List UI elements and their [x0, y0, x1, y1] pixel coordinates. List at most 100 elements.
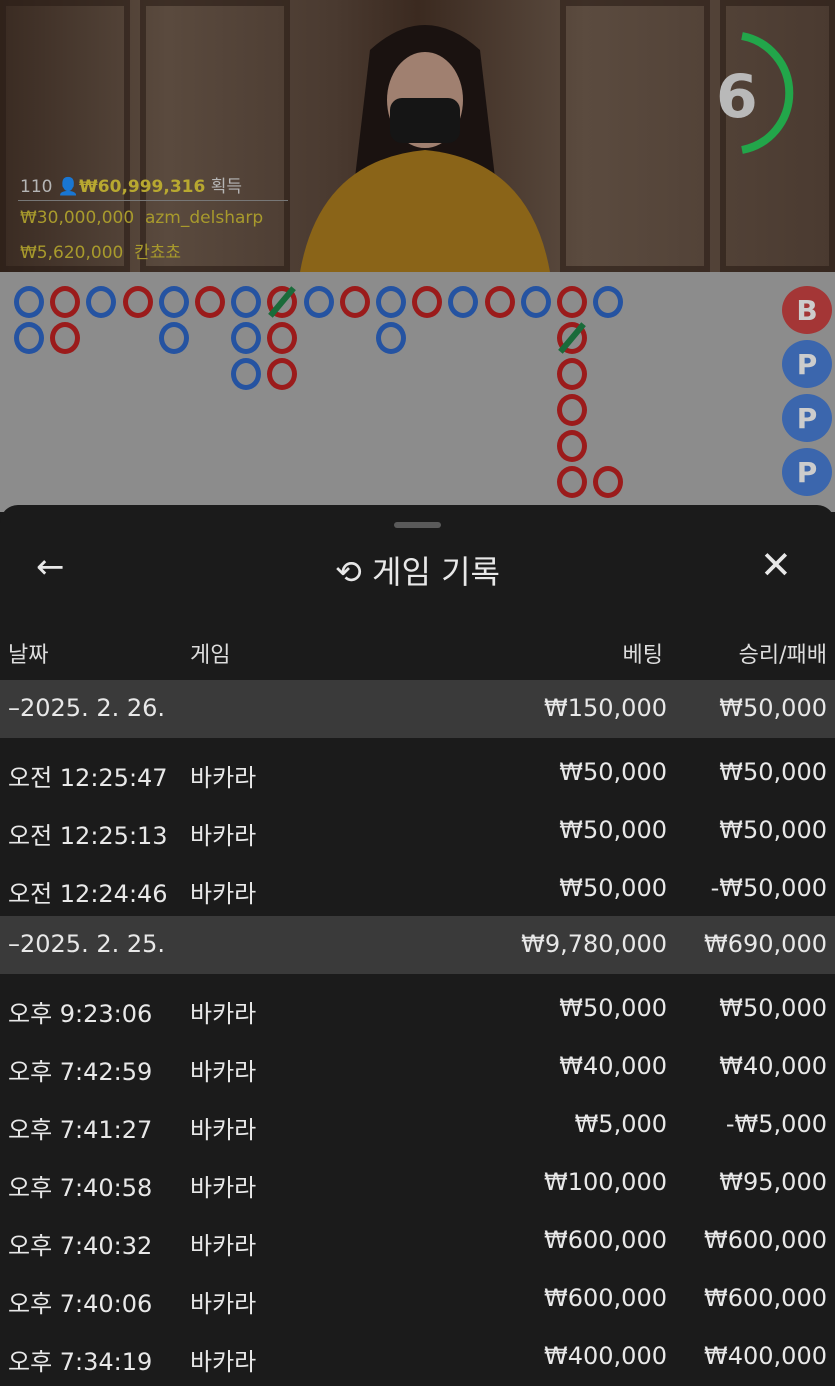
group-bet: ₩150,000 — [544, 694, 667, 722]
group-result: ₩50,000 — [719, 694, 827, 722]
row-game: 바카라 — [190, 1058, 257, 1086]
row-result: ₩40,000 — [719, 1052, 827, 1080]
row-result: ₩50,000 — [719, 758, 827, 786]
close-button[interactable]: ✕ — [760, 543, 792, 587]
row-time: 오후 7:40:58 — [8, 1174, 153, 1202]
banker-bead — [267, 322, 298, 354]
total-win: ₩60,999,316 — [79, 177, 206, 197]
prediction-B[interactable]: B — [782, 286, 832, 334]
prediction-P[interactable]: P — [782, 448, 832, 496]
player-bead — [231, 322, 262, 354]
player-bead — [376, 286, 406, 318]
row-result: ₩50,000 — [719, 994, 827, 1022]
history-row[interactable]: 오후 7:40:58 바카라 ₩100,000 ₩95,000 — [0, 1154, 835, 1212]
group-result: ₩690,000 — [704, 930, 827, 958]
banker-bead — [593, 466, 624, 498]
history-row[interactable]: 오전 12:25:13 바카라 ₩50,000 ₩50,000 — [0, 802, 835, 860]
banker-bead — [50, 286, 81, 318]
banker-bead — [412, 286, 443, 318]
banker-bead — [557, 466, 587, 498]
history-row[interactable]: 오후 7:34:19 바카라 ₩400,000 ₩400,000 — [0, 1328, 835, 1386]
row-game: 바카라 — [190, 1348, 257, 1376]
row-time: 오후 9:23:06 — [8, 1000, 153, 1028]
row-game: 바카라 — [190, 764, 257, 792]
row-time: 오전 12:24:46 — [8, 880, 168, 908]
drag-handle[interactable] — [394, 522, 441, 528]
game-history-panel: ← ⟲ 게임 기록 ✕ 날짜 게임 베팅 승리/패배 –2025. 2. 26.… — [0, 505, 835, 1376]
history-row[interactable]: 오후 7:40:32 바카라 ₩600,000 ₩600,000 — [0, 1212, 835, 1270]
panel-title: ⟲ 게임 기록 — [335, 553, 500, 591]
row-bet: ₩50,000 — [559, 816, 667, 844]
row-result: ₩600,000 — [704, 1226, 827, 1254]
prediction-P[interactable]: P — [782, 394, 832, 442]
col-game: 게임 — [190, 643, 231, 668]
total-win-label: 획득 — [210, 177, 243, 197]
close-icon: ✕ — [760, 543, 792, 587]
banker-bead — [557, 286, 587, 318]
history-row[interactable]: 오후 7:40:06 바카라 ₩600,000 ₩600,000 — [0, 1270, 835, 1328]
row-time: 오후 7:34:19 — [8, 1348, 153, 1376]
countdown-ring — [741, 32, 794, 154]
row-bet: ₩40,000 — [559, 1052, 667, 1080]
group-date: –2025. 2. 26. — [8, 694, 166, 722]
history-row[interactable]: 오후 7:41:27 바카라 ₩5,000 -₩5,000 — [0, 1096, 835, 1154]
winner-2: ₩5,620,000 칸쵸쵸 — [20, 243, 182, 263]
player-bead — [158, 322, 189, 354]
row-bet: ₩50,000 — [559, 758, 667, 786]
group-bet: ₩9,780,000 — [521, 930, 667, 958]
banker-bead — [557, 322, 587, 354]
date-group-row[interactable]: –2025. 2. 26. ₩150,000 ₩50,000 — [0, 680, 835, 738]
col-bet: 베팅 — [622, 643, 663, 668]
row-time: 오후 7:42:59 — [8, 1058, 153, 1086]
banker-bead — [339, 286, 370, 318]
row-result: -₩5,000 — [725, 1110, 827, 1138]
player-bead — [86, 286, 117, 318]
row-time: 오전 12:25:47 — [8, 764, 168, 792]
banker-bead — [50, 322, 81, 354]
history-row[interactable]: 오후 7:42:59 바카라 ₩40,000 ₩40,000 — [0, 1038, 835, 1096]
row-game: 바카라 — [190, 880, 257, 908]
win-summary: 110 👤₩60,999,316 획득 — [20, 172, 242, 197]
row-game: 바카라 — [190, 822, 257, 850]
player-bead — [158, 286, 189, 318]
winner-1: ₩30,000,000 azm_delsharp — [20, 208, 264, 228]
prediction-P[interactable]: P — [782, 340, 832, 388]
player-bead — [448, 286, 479, 318]
banker-bead — [267, 358, 298, 390]
row-game: 바카라 — [190, 1232, 257, 1260]
player-bead — [520, 286, 551, 318]
banker-bead — [557, 430, 587, 462]
col-result: 승리/패배 — [738, 643, 827, 668]
row-bet: ₩400,000 — [544, 1342, 667, 1370]
arrow-left-icon: ← — [36, 547, 65, 587]
player-bead — [231, 358, 262, 390]
row-bet: ₩100,000 — [544, 1168, 667, 1196]
player-bead — [14, 286, 44, 318]
player-bead — [231, 286, 262, 318]
row-bet: ₩600,000 — [544, 1284, 667, 1312]
banker-bead — [122, 286, 153, 318]
row-game: 바카라 — [190, 1174, 257, 1202]
banker-bead — [195, 286, 225, 318]
row-time: 오전 12:25:13 — [8, 822, 168, 850]
back-button[interactable]: ← — [36, 547, 65, 587]
date-group-row[interactable]: –2025. 2. 25. ₩9,780,000 ₩690,000 — [0, 916, 835, 974]
history-row[interactable]: 오후 9:23:06 바카라 ₩50,000 ₩50,000 — [0, 980, 835, 1038]
row-bet: ₩600,000 — [544, 1226, 667, 1254]
live-video: 6 110 👤₩60,999,316 획득 ₩30,000,000 azm_de… — [0, 0, 835, 272]
row-result: ₩600,000 — [704, 1284, 827, 1312]
user-icon: 👤 — [57, 177, 80, 197]
history-icon: ⟲ — [335, 553, 362, 591]
row-game: 바카라 — [190, 1290, 257, 1318]
row-time: 오후 7:40:06 — [8, 1290, 153, 1318]
player-bead — [376, 322, 406, 354]
row-result: -₩50,000 — [710, 874, 827, 902]
player-bead — [593, 286, 624, 318]
history-row[interactable]: 오전 12:24:46 바카라 ₩50,000 -₩50,000 — [0, 860, 835, 918]
row-time: 오후 7:40:32 — [8, 1232, 153, 1260]
banker-bead — [267, 286, 298, 318]
history-row[interactable]: 오전 12:25:47 바카라 ₩50,000 ₩50,000 — [0, 744, 835, 802]
player-bead — [14, 322, 44, 354]
dealer-image — [300, 25, 550, 272]
